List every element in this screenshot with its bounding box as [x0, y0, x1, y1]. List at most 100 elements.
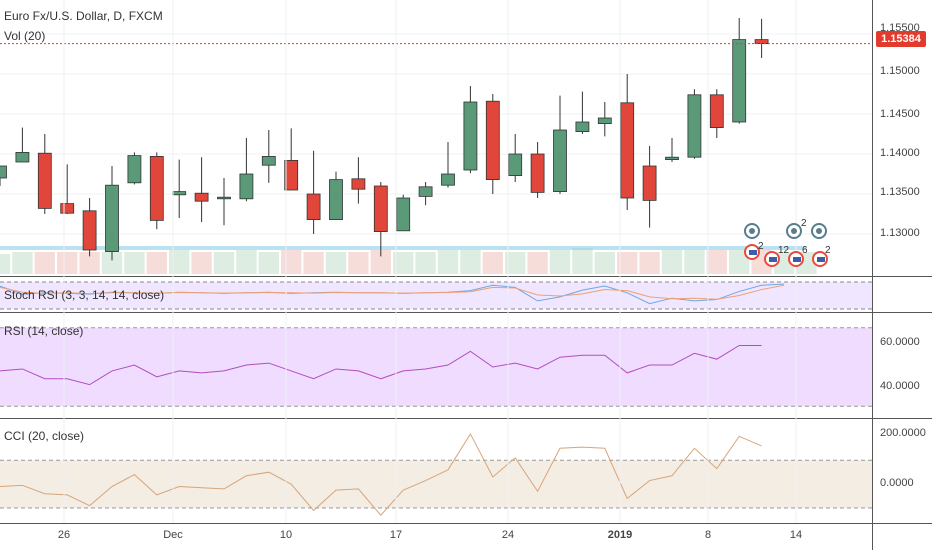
- candle-body: [665, 156, 679, 160]
- candle-body: [642, 165, 657, 201]
- candle-body: [396, 197, 411, 232]
- cci-tick: 200.0000: [880, 427, 926, 439]
- event-flag-icon[interactable]: [744, 244, 760, 260]
- rsi-label: RSI (14, close): [4, 324, 84, 338]
- event-count: 12: [778, 245, 790, 256]
- volume-bar: [0, 254, 11, 274]
- stoch-rsi-pane[interactable]: [0, 277, 872, 312]
- volume-bar: [57, 252, 78, 274]
- candle-body: [553, 129, 567, 192]
- volume-bar: [482, 252, 503, 274]
- candle-body: [485, 100, 500, 180]
- volume-bar: [460, 250, 481, 274]
- volume-bar: [415, 252, 436, 274]
- event-flag-icon[interactable]: [812, 251, 828, 267]
- event-flag-icon[interactable]: [788, 251, 804, 267]
- volume-bar: [34, 252, 55, 274]
- date-tick: 24: [501, 529, 515, 541]
- volume-bar: [661, 250, 683, 274]
- volume-bar: [617, 252, 638, 274]
- candle-body: [687, 94, 702, 158]
- last-price-badge: 1.15384: [876, 31, 926, 47]
- volume-bar: [213, 252, 235, 274]
- rsi-pane[interactable]: [0, 313, 872, 418]
- volume-bar: [169, 250, 190, 274]
- rsi-line: [0, 344, 762, 386]
- stoch-rsi-label: Stoch RSI (3, 3, 14, 14, close): [4, 288, 165, 302]
- candle-body: [530, 153, 545, 193]
- volume-bar: [505, 252, 526, 274]
- price-tick: 1.14500: [880, 108, 920, 120]
- event-clock-icon[interactable]: [744, 223, 760, 239]
- volume-bars: [0, 246, 817, 274]
- price-tick: 1.15000: [880, 65, 920, 77]
- cci-pane[interactable]: [0, 419, 872, 523]
- candle-body: [239, 173, 254, 200]
- volume-bar: [684, 250, 705, 274]
- volume-bar: [146, 252, 167, 274]
- candle-body: [754, 39, 769, 44]
- candle-body: [284, 159, 299, 191]
- volume-bar: [594, 252, 615, 274]
- candlestick-series: [0, 18, 769, 261]
- event-count: 6: [802, 245, 808, 256]
- date-tick-year: 2019: [607, 529, 633, 541]
- event-clock-icon[interactable]: [786, 223, 802, 239]
- volume-bar: [258, 252, 279, 274]
- candle-body: [127, 155, 142, 184]
- volume-bar: [639, 252, 660, 274]
- event-count: 2: [758, 241, 764, 252]
- candle-body: [597, 117, 612, 124]
- cci-label: CCI (20, close): [4, 429, 85, 443]
- candle-body: [194, 192, 209, 202]
- volume-bar: [12, 252, 33, 274]
- candle-body: [172, 191, 187, 196]
- volume-bar: [79, 252, 100, 274]
- event-clock-icon[interactable]: [811, 223, 827, 239]
- volume-bar: [281, 250, 302, 274]
- candle-body: [306, 193, 321, 221]
- candle-body: [37, 152, 52, 209]
- candle-body: [732, 39, 747, 123]
- candle-body: [105, 184, 119, 252]
- candle-body: [351, 178, 366, 190]
- volume-bar: [527, 252, 548, 274]
- candle-body: [0, 165, 7, 179]
- candle-body: [373, 185, 388, 232]
- date-tick: 10: [279, 529, 293, 541]
- event-flag-icon[interactable]: [764, 251, 780, 267]
- candle-body: [329, 179, 343, 221]
- candle-body: [15, 151, 30, 163]
- price-tick: 1.13500: [880, 186, 920, 198]
- volume-bar: [706, 250, 727, 274]
- date-tick: Dec: [163, 529, 183, 541]
- volume-bar: [370, 250, 391, 274]
- volume-bar: [303, 252, 324, 274]
- date-tick: 26: [57, 529, 71, 541]
- volume-bar: [348, 252, 369, 274]
- candle-body: [217, 196, 231, 200]
- candle-body: [709, 94, 724, 129]
- volume-bar: [325, 252, 347, 274]
- price-pane[interactable]: [0, 0, 872, 276]
- volume-bar: [236, 250, 257, 274]
- candle-body: [463, 101, 478, 171]
- volume-bar: [393, 252, 414, 274]
- event-count: 2: [825, 245, 831, 256]
- rsi-tick: 60.0000: [880, 336, 920, 348]
- candle-body: [261, 155, 276, 166]
- event-count: 2: [801, 218, 807, 229]
- cci-tick: 0.0000: [880, 477, 914, 489]
- volume-bar: [572, 248, 593, 274]
- price-tick: 1.13000: [880, 227, 920, 239]
- volume-bar: [437, 250, 459, 274]
- candle-body: [508, 153, 523, 177]
- volume-bar: [124, 252, 145, 274]
- candle-body: [575, 121, 590, 132]
- stoch-d-line: [0, 284, 785, 300]
- rsi-tick: 40.0000: [880, 380, 920, 392]
- candle-body: [82, 210, 97, 251]
- volume-bar: [549, 250, 571, 274]
- date-tick: 8: [704, 529, 712, 541]
